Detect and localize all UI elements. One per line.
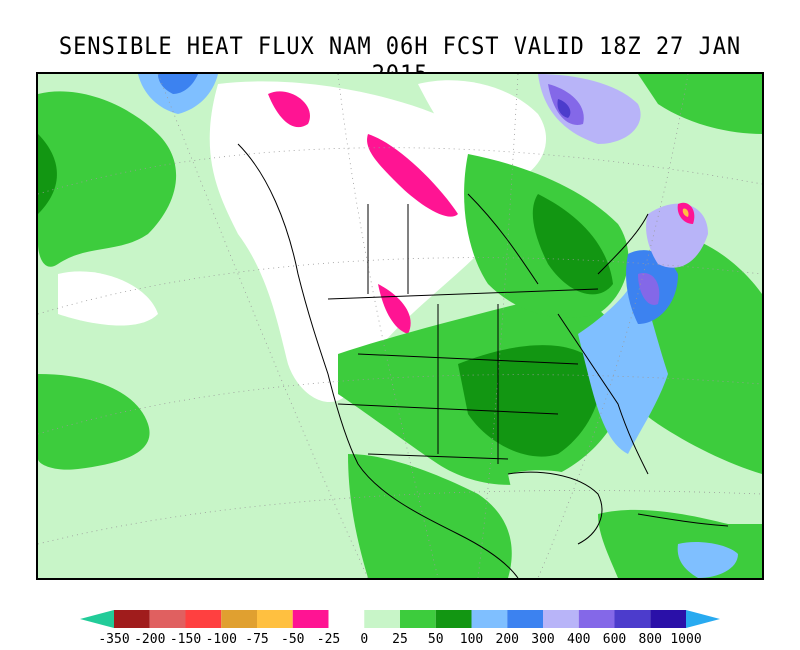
gulf-light-green	[508, 470, 632, 578]
eastern-canada-dark-green	[532, 194, 613, 295]
map-panel	[36, 72, 764, 580]
legend-label: -150	[170, 632, 201, 647]
legend-swatch	[400, 610, 436, 628]
legend-labels: -350 -200 -150 -100 -75 -50 -25 0 25 50 100 200 300 4…	[98, 632, 701, 647]
atlantic-yellow-spot	[682, 208, 689, 217]
canada-white-region	[209, 81, 499, 403]
legend-label: 300	[531, 632, 554, 647]
legend-label: -50	[281, 632, 304, 647]
arctic-white-region	[418, 80, 547, 184]
legend-swatch	[257, 610, 293, 628]
legend-swatch	[292, 610, 329, 628]
political-boundaries	[237, 143, 729, 578]
legend-swatch	[614, 610, 651, 628]
alaska-dark-green-area	[38, 134, 57, 214]
legend-swatch	[471, 610, 508, 628]
bering-blue	[138, 74, 218, 114]
pink-streak-2	[367, 134, 458, 217]
legend-label: -200	[134, 632, 165, 647]
legend-swatch	[435, 610, 472, 628]
legend-swatch	[364, 610, 400, 628]
legend-swatch	[221, 610, 257, 628]
legend-label: 25	[392, 632, 408, 647]
color-legend: -350 -200 -150 -100 -75 -50 -25 0 25 50 100 200 300 4…	[80, 610, 720, 647]
legend-swatch	[185, 610, 222, 628]
legend-label: 200	[496, 632, 519, 647]
legend-swatch	[149, 610, 186, 628]
caribbean-blue	[677, 542, 738, 578]
legend-label: -75	[245, 632, 268, 647]
mexico-green	[348, 454, 512, 578]
legend-label: -25	[317, 632, 340, 647]
legend-swatch	[114, 610, 150, 628]
legend-swatch	[507, 610, 543, 628]
alaska-green-area	[38, 91, 177, 267]
legend-swatch	[328, 610, 365, 628]
greenland-green	[638, 74, 762, 134]
legend-label: 600	[603, 632, 626, 647]
legend-swatch	[543, 610, 579, 628]
legend-label: 100	[460, 632, 483, 647]
legend-label: 800	[639, 632, 662, 647]
labrador-dark-purple	[557, 99, 571, 118]
graticule	[38, 74, 762, 578]
bering-medium-blue	[158, 74, 198, 94]
legend-swatch	[578, 610, 615, 628]
pacific-green-area	[38, 374, 150, 470]
legend-label: 1000	[670, 632, 701, 647]
legend-label: 0	[360, 632, 368, 647]
legend-swatch	[686, 610, 720, 628]
legend-swatches	[80, 610, 720, 628]
legend-label: -350	[98, 632, 129, 647]
pink-streak-1	[268, 91, 310, 128]
legend-label: 400	[567, 632, 590, 647]
pacific-white-patch	[58, 271, 158, 326]
legend-label: -100	[206, 632, 237, 647]
legend-label: 50	[428, 632, 444, 647]
flux-map	[38, 74, 762, 578]
atlantic-purple	[638, 273, 660, 305]
legend-swatch	[650, 610, 686, 628]
legend-swatch	[80, 610, 114, 628]
